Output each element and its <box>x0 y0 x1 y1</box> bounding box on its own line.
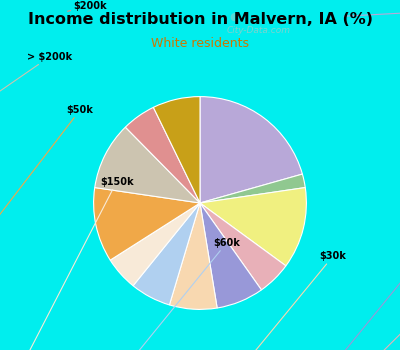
Text: > $200k: > $200k <box>0 52 72 96</box>
Wedge shape <box>133 203 200 305</box>
Text: $60k: $60k <box>92 238 240 350</box>
Wedge shape <box>95 127 200 203</box>
Wedge shape <box>200 174 305 203</box>
Wedge shape <box>200 203 262 308</box>
Wedge shape <box>125 107 200 203</box>
Wedge shape <box>110 203 200 286</box>
Wedge shape <box>94 188 200 260</box>
Text: $30k: $30k <box>187 251 346 350</box>
Text: City-Data.com: City-Data.com <box>226 26 290 35</box>
Wedge shape <box>153 97 200 203</box>
Wedge shape <box>200 188 306 266</box>
Wedge shape <box>200 203 286 290</box>
Text: $150k: $150k <box>27 177 134 350</box>
Text: $20k: $20k <box>366 172 400 350</box>
Text: $100k: $100k <box>344 0 400 16</box>
Text: ◖: ◖ <box>229 12 235 22</box>
Wedge shape <box>200 97 302 203</box>
Text: White residents: White residents <box>151 37 249 50</box>
Wedge shape <box>170 203 217 309</box>
Text: $50k: $50k <box>0 105 94 250</box>
Text: $75k: $75k <box>290 230 400 350</box>
Text: $200k: $200k <box>68 1 107 11</box>
Text: Income distribution in Malvern, IA (%): Income distribution in Malvern, IA (%) <box>28 12 372 27</box>
